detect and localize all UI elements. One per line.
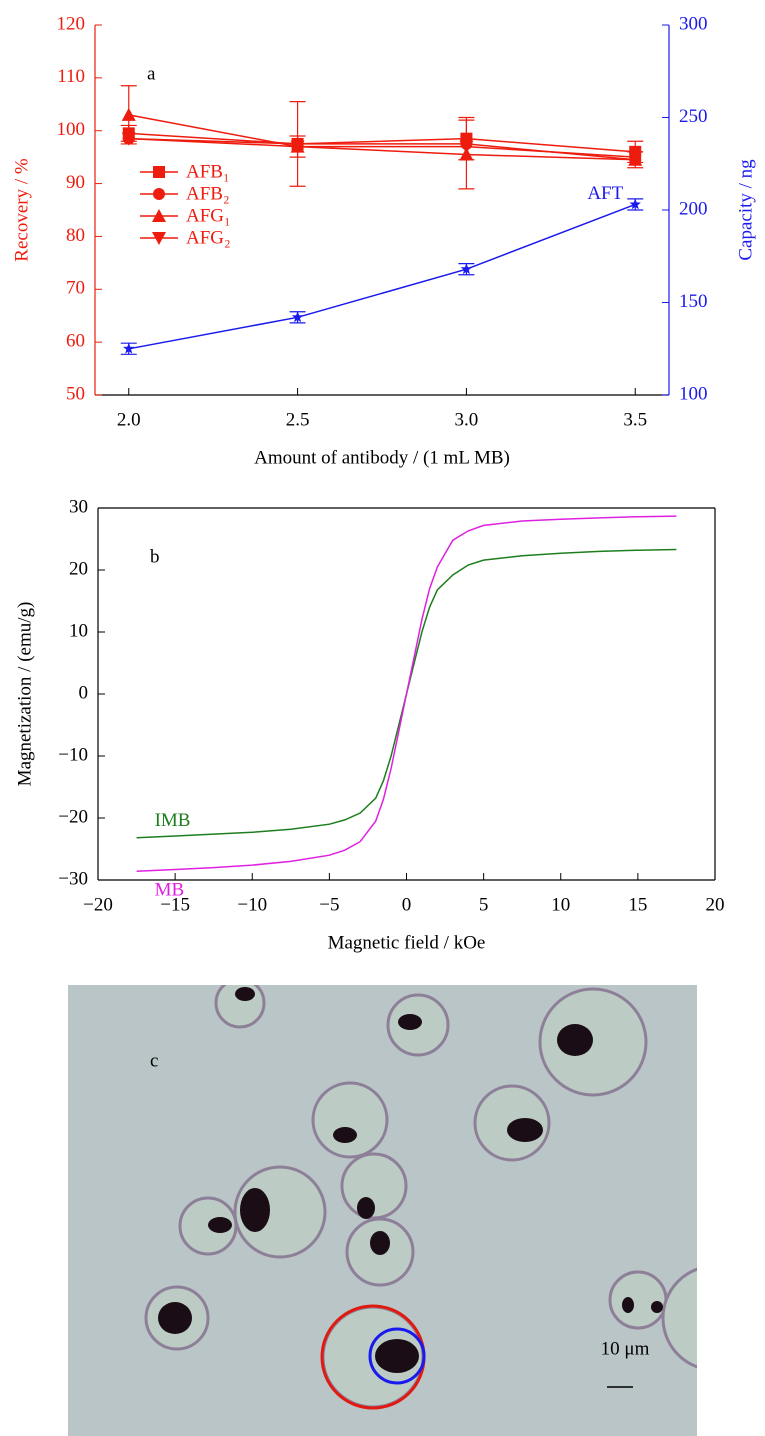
marker (153, 188, 165, 200)
panel-label: b (150, 546, 160, 567)
y-tick-label: 70 (66, 278, 85, 299)
marker (121, 107, 136, 121)
panel-label: c (150, 1050, 158, 1071)
panel-label: a (147, 63, 156, 84)
x-tick-label: 2.5 (286, 409, 310, 430)
marker (629, 198, 641, 210)
y-tick-label: 100 (57, 119, 86, 140)
marker (290, 140, 305, 154)
particles (158, 987, 663, 1373)
y2-tick-label: 300 (679, 13, 708, 34)
y-tick-label: 120 (57, 13, 86, 34)
series-line (136, 515, 677, 873)
x-tick-label: −20 (83, 894, 113, 915)
y-tick-label: −20 (58, 806, 88, 827)
series-line (128, 132, 636, 153)
legend-label: AFB₁ (186, 161, 230, 182)
y-tick-label: −30 (58, 868, 88, 889)
y-tick-label: 90 (66, 172, 85, 193)
x-tick-label: 20 (706, 894, 725, 915)
marker (459, 140, 474, 154)
marker (123, 342, 135, 354)
marker (153, 166, 165, 178)
x-tick-label: 15 (628, 894, 647, 915)
x-axis-label: Magnetic field / kOe (328, 932, 486, 953)
marker (121, 132, 136, 146)
legend-label: AFG₂ (186, 227, 231, 248)
x-tick-label: 5 (479, 894, 489, 915)
marker (460, 263, 473, 275)
x-tick-label: 3.5 (623, 409, 647, 430)
marker (152, 209, 166, 222)
y-tick-label: 20 (69, 558, 88, 579)
highlight-circle (368, 1327, 426, 1385)
y-tick-label: 80 (66, 225, 85, 246)
y2-axis-label: Capacity / ng (735, 159, 756, 261)
beads (144, 985, 697, 1409)
marker (628, 151, 643, 165)
micrograph (68, 985, 697, 1436)
series-line (128, 114, 636, 161)
series-line (128, 203, 636, 350)
y-tick-label: 30 (69, 496, 88, 517)
x-tick-label: −15 (160, 894, 190, 915)
legend-label: AFB₂ (186, 183, 230, 204)
x-tick-label: −5 (319, 894, 339, 915)
series-line (128, 137, 636, 158)
x-tick-label: 2.0 (117, 409, 141, 430)
y-tick-label: 50 (66, 383, 85, 404)
scale-bar-label: 10 μm (601, 1338, 650, 1359)
series-label: MB (155, 880, 185, 901)
marker (459, 147, 474, 161)
x-tick-label: −10 (237, 894, 267, 915)
legend-label: AFG₁ (186, 205, 231, 226)
series-label: IMB (155, 810, 191, 831)
x-axis-label: Amount of antibody / (1 mL MB) (254, 447, 510, 468)
marker (291, 311, 304, 323)
y-axis-label: Recovery / % (11, 158, 32, 262)
y2-tick-label: 100 (679, 383, 708, 404)
x-tick-label: 10 (551, 894, 570, 915)
y2-tick-label: 150 (679, 291, 708, 312)
x-tick-label: 3.0 (455, 409, 479, 430)
x-tick-label: 0 (402, 894, 412, 915)
y-axis-label: Magnetization / (emu/g) (14, 602, 35, 787)
y-tick-label: −10 (58, 744, 88, 765)
y2-tick-label: 200 (679, 198, 708, 219)
marker (152, 232, 166, 245)
y-tick-label: 110 (57, 66, 85, 87)
y-tick-label: 0 (79, 682, 89, 703)
y2-tick-label: 250 (679, 106, 708, 127)
y-tick-label: 10 (69, 620, 88, 641)
series-label: AFT (587, 183, 623, 204)
y-tick-label: 60 (66, 331, 85, 352)
